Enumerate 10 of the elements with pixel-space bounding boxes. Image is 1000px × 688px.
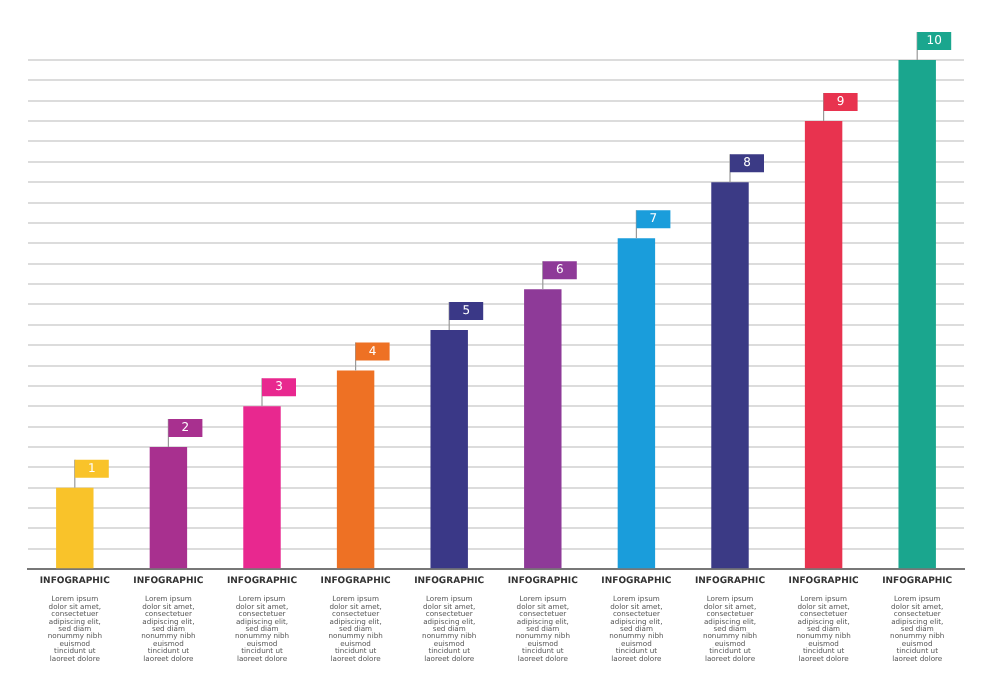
bar [243, 406, 281, 569]
bar [524, 289, 562, 569]
bar [711, 182, 749, 569]
bar [336, 370, 375, 569]
bar [149, 446, 188, 569]
bar [617, 238, 656, 569]
bar [56, 487, 94, 569]
bar [898, 60, 936, 569]
bar [804, 121, 843, 569]
bar [430, 329, 468, 569]
